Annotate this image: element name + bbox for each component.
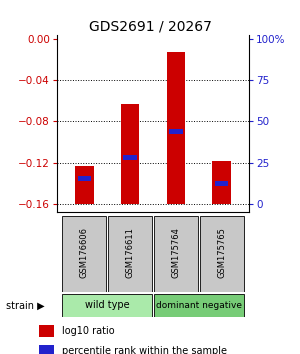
Bar [62,216,106,292]
Bar [121,104,139,204]
Text: log10 ratio: log10 ratio [61,326,114,336]
Text: percentile rank within the sample: percentile rank within the sample [61,346,226,354]
Bar [167,52,185,204]
Text: GSM176611: GSM176611 [126,227,135,278]
Text: wild type: wild type [85,300,130,310]
Text: GSM175765: GSM175765 [217,227,226,278]
Bar [38,345,54,354]
Bar [200,216,244,292]
Bar [75,166,94,204]
Bar [215,181,228,186]
Bar [169,129,183,134]
Text: strain ▶: strain ▶ [6,300,45,310]
Text: GSM175764: GSM175764 [171,227,180,278]
Bar [154,216,198,292]
Bar [212,161,231,204]
Bar [78,176,91,181]
Bar [154,294,244,317]
Text: dominant negative: dominant negative [156,301,242,310]
Text: GSM176606: GSM176606 [80,227,89,278]
Bar [123,155,137,160]
Bar [38,325,54,337]
Text: GDS2691 / 20267: GDS2691 / 20267 [88,19,212,34]
Bar [108,216,152,292]
Bar [62,294,152,317]
